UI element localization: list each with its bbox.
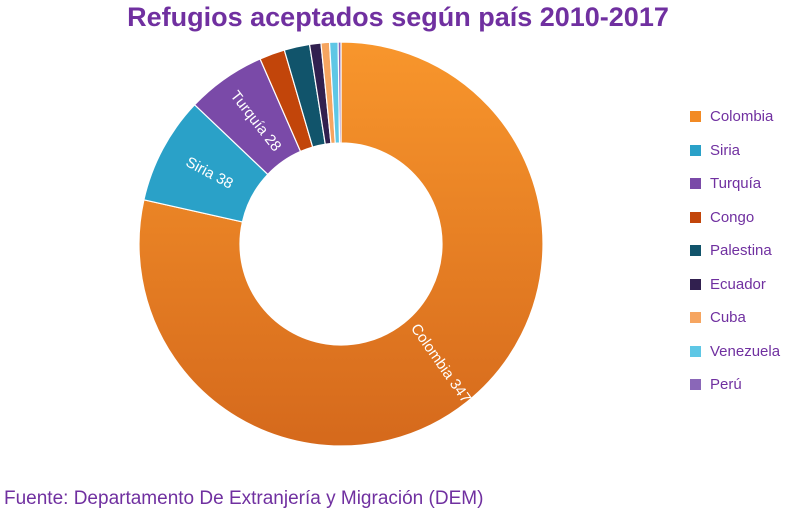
legend-item-siria: Siria [690,134,780,168]
legend-item-ecuador: Ecuador [690,268,780,302]
legend-label: Palestina [710,242,772,260]
legend-label: Siria [710,141,741,159]
legend-swatch [690,111,701,123]
legend-swatch [690,144,701,156]
slice-peru [337,41,342,144]
legend-swatch [690,211,701,223]
legend-item-cuba: Cuba [690,301,780,335]
legend-label: Perú [710,376,742,394]
chart-title: Refugios aceptados según país 2010-2017 [127,2,669,32]
legend-item-turquia: Turquía [690,167,780,201]
legend-label: Venezuela [710,342,781,360]
legend-item-congo: Congo [690,201,780,235]
legend-swatch [690,379,701,391]
chart-legend: Colombia Siria Turquía Congo Palestina Ecuado… [690,100,780,402]
legend-swatch [690,278,701,290]
legend-item-colombia: Colombia [690,100,780,134]
legend-label: Turquía [710,175,762,193]
legend-label: Cuba [710,309,746,327]
legend-swatch [690,178,701,190]
legend-label: Colombia [710,108,774,126]
slice-colombia [138,41,544,447]
legend-swatch [690,312,701,324]
legend-item-venezuela: Venezuela [690,335,780,369]
legend-swatch [690,345,701,357]
source-note: Fuente: Departamento De Extranjería y Mi… [4,488,484,509]
legend-swatch [690,245,701,257]
legend-item-peru: Perú [690,368,780,402]
legend-item-palestina: Palestina [690,234,780,268]
legend-label: Ecuador [710,275,766,293]
legend-label: Congo [710,208,755,226]
